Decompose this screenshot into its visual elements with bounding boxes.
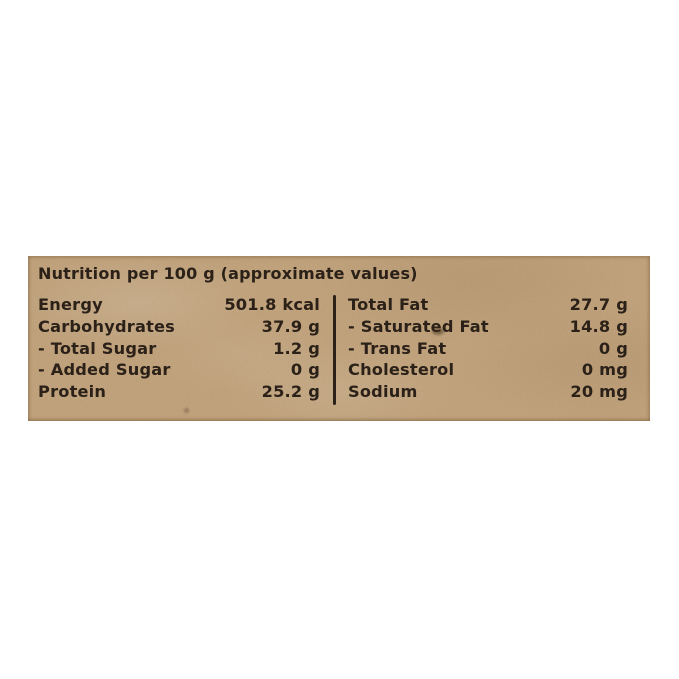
nutrient-value: 37.9 g: [261, 316, 320, 336]
table-row: - Total Sugar 1.2 g: [38, 338, 320, 360]
nutrient-value: 14.8 g: [569, 316, 628, 336]
table-row: - Saturated Fat 14.8 g: [348, 316, 628, 338]
nutrient-value: 0 mg: [581, 360, 628, 380]
nutrient-value: 0 g: [598, 338, 628, 358]
nutrient-value: 20 mg: [570, 382, 628, 402]
paper-blemish: [184, 408, 189, 413]
table-row: Cholesterol 0 mg: [348, 359, 628, 381]
nutrient-name: Sodium: [348, 382, 418, 402]
table-row: Total Fat 27.7 g: [348, 294, 628, 316]
table-row: Energy 501.8 kcal: [38, 294, 320, 316]
nutrition-title: Nutrition per 100 g (approximate values): [38, 264, 418, 283]
nutrition-table: Energy 501.8 kcal Carbohydrates 37.9 g -…: [38, 294, 628, 405]
column-divider: [333, 295, 336, 405]
nutrient-name: - Total Sugar: [38, 338, 157, 358]
nutrient-value: 0 g: [290, 360, 320, 380]
nutrient-name: - Added Sugar: [38, 360, 171, 380]
table-row: Protein 25.2 g: [38, 381, 320, 403]
nutrient-name: Total Fat: [348, 295, 429, 314]
table-row: Carbohydrates 37.9 g: [38, 316, 320, 338]
table-row: - Trans Fat 0 g: [348, 338, 628, 360]
nutrient-value: 1.2 g: [273, 338, 320, 358]
nutrient-name: Carbohydrates: [38, 316, 176, 336]
table-row: Sodium 20 mg: [348, 381, 628, 403]
nutrient-name: Protein: [38, 382, 107, 402]
nutrition-column-right: Total Fat 27.7 g - Saturated Fat 14.8 g …: [348, 294, 628, 403]
nutrient-value: 501.8 kcal: [224, 295, 320, 314]
nutrient-value: 27.7 g: [569, 295, 628, 314]
table-row: - Added Sugar 0 g: [38, 359, 320, 381]
nutrient-name: Cholesterol: [348, 360, 455, 380]
nutrient-name: - Saturated Fat: [348, 316, 489, 336]
nutrition-column-left: Energy 501.8 kcal Carbohydrates 37.9 g -…: [38, 294, 320, 403]
nutrient-name: Energy: [38, 295, 103, 314]
nutrient-value: 25.2 g: [261, 382, 320, 402]
nutrition-label-panel: Nutrition per 100 g (approximate values)…: [28, 256, 650, 421]
nutrient-name: - Trans Fat: [348, 338, 447, 358]
